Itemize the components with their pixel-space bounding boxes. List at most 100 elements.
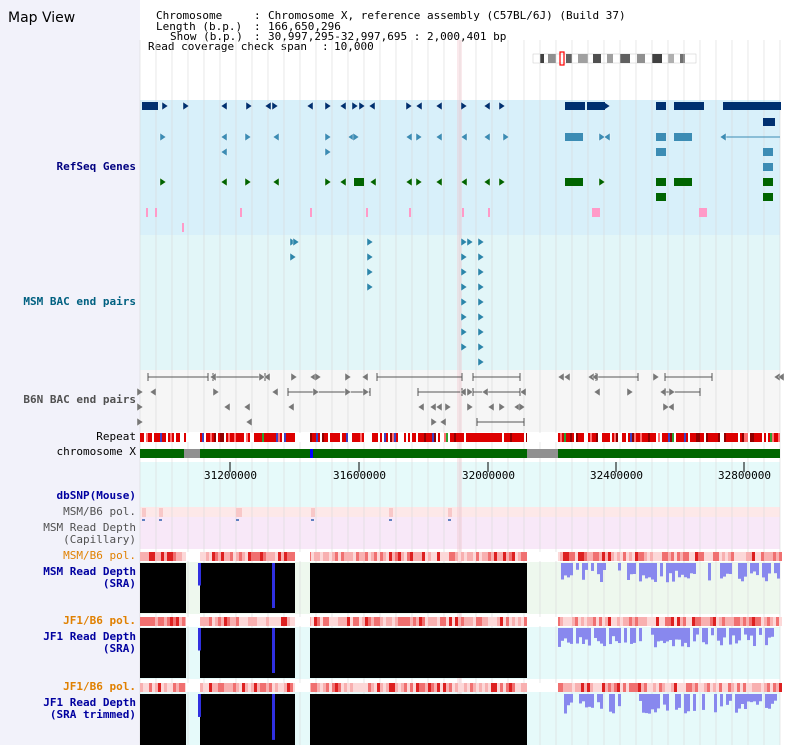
depth-bar bbox=[672, 628, 675, 647]
jf1-pol-strip[interactable] bbox=[140, 617, 782, 626]
msm-pol-capillary-marks[interactable] bbox=[142, 508, 452, 521]
pol-cell bbox=[509, 552, 512, 561]
pol-cell bbox=[707, 617, 710, 626]
repeat-track[interactable] bbox=[140, 433, 780, 442]
repeat-segment bbox=[586, 433, 588, 442]
msm-pol-strip[interactable] bbox=[140, 552, 782, 561]
pol-cell bbox=[362, 617, 365, 626]
gene-arrow bbox=[415, 101, 423, 111]
track-label-msm-pol-1[interactable]: MSM/B6 pol. bbox=[63, 505, 136, 518]
pol-cell bbox=[380, 552, 383, 561]
pol-cell bbox=[710, 683, 713, 692]
pol-cell bbox=[317, 617, 320, 626]
track-label-repeat[interactable]: Repeat bbox=[96, 430, 136, 443]
track-label-msm-pol-2[interactable]: MSM/B6 pol. bbox=[63, 549, 136, 562]
depth-bar bbox=[648, 563, 651, 578]
track-label-jf1-pol-2[interactable]: JF1/B6 pol. bbox=[63, 680, 136, 693]
pol-cell bbox=[452, 552, 455, 561]
repeat-segment bbox=[722, 433, 724, 442]
pol-cell bbox=[386, 617, 389, 626]
pol-cell bbox=[473, 552, 476, 561]
depth-block bbox=[140, 563, 186, 613]
repeat-segment bbox=[718, 433, 720, 442]
repeat-segment bbox=[684, 433, 686, 442]
pol-cell bbox=[584, 552, 587, 561]
pol-cell bbox=[461, 683, 464, 692]
track-label-b6n-bac[interactable]: B6N BAC end pairs bbox=[23, 393, 136, 406]
pol-cell bbox=[506, 617, 509, 626]
repeat-segment bbox=[752, 433, 754, 442]
pol-cell bbox=[371, 683, 374, 692]
pol-cell bbox=[596, 683, 599, 692]
pol-cell bbox=[644, 683, 647, 692]
pol-cell bbox=[392, 683, 395, 692]
gene-block bbox=[656, 102, 666, 110]
bac-end-arrow bbox=[149, 387, 157, 397]
msm-bac-track[interactable] bbox=[289, 237, 485, 367]
track-label-msm-depth-sra[interactable]: MSM Read Depth (SRA) bbox=[43, 565, 136, 590]
repeat-segment bbox=[406, 433, 408, 442]
pol-cell bbox=[740, 617, 743, 626]
repeat-segment bbox=[364, 433, 366, 442]
track-label-chromosome[interactable]: chromosome X bbox=[56, 445, 136, 458]
pol-cell bbox=[206, 552, 209, 561]
track-label-jf1-depth-sra[interactable]: JF1 Read Depth (SRA) bbox=[43, 630, 136, 655]
msm-depth-sra-plot[interactable] bbox=[140, 563, 780, 613]
pol-cell bbox=[677, 617, 680, 626]
pol-cell bbox=[683, 552, 686, 561]
depth-bar bbox=[654, 563, 657, 582]
jf1-depth-trimmed-plot[interactable] bbox=[140, 694, 777, 745]
jf1-depth-sra-plot[interactable] bbox=[140, 628, 774, 678]
pol-cell bbox=[491, 617, 494, 626]
pol-cell bbox=[413, 617, 416, 626]
jf1-pol-strip-trimmed[interactable] bbox=[140, 683, 782, 692]
track-label-dbsnp[interactable]: dbSNP(Mouse) bbox=[56, 489, 136, 502]
bac-end-arrow bbox=[430, 417, 438, 427]
chromosome-bar[interactable] bbox=[140, 449, 780, 458]
pol-cell bbox=[455, 683, 458, 692]
repeat-segment bbox=[282, 433, 284, 442]
pol-cell bbox=[602, 683, 605, 692]
b6n-bac-track[interactable] bbox=[136, 372, 785, 427]
gene-arrow bbox=[598, 132, 606, 142]
depth-bar bbox=[558, 628, 561, 647]
pol-cell bbox=[671, 617, 674, 626]
chromosome-ideogram[interactable] bbox=[532, 51, 697, 66]
track-label-jf1-pol-1[interactable]: JF1/B6 pol. bbox=[63, 614, 136, 627]
pol-cell bbox=[632, 552, 635, 561]
depth-bar bbox=[618, 628, 621, 644]
pol-cell bbox=[752, 552, 755, 561]
pol-cell bbox=[773, 617, 776, 626]
depth-bar bbox=[756, 694, 759, 705]
pol-cell bbox=[575, 617, 578, 626]
pol-cell bbox=[761, 552, 764, 561]
pol-cell bbox=[146, 683, 149, 692]
depth-bar bbox=[738, 628, 741, 641]
pol-cell bbox=[623, 552, 626, 561]
repeat-segment bbox=[222, 433, 224, 442]
depth-bar bbox=[678, 628, 681, 640]
gene-arrow bbox=[161, 101, 169, 111]
track-label-msm-depth-cap[interactable]: MSM Read Depth (Capillary) bbox=[43, 521, 136, 546]
track-label-refseq[interactable]: RefSeq Genes bbox=[56, 160, 136, 173]
depth-bar bbox=[768, 628, 771, 638]
refseq-genes-track[interactable] bbox=[142, 101, 781, 232]
pol-cell bbox=[392, 617, 395, 626]
pol-cell bbox=[233, 552, 236, 561]
pol-gap bbox=[295, 617, 310, 626]
depth-bar bbox=[564, 563, 567, 576]
pol-cell bbox=[617, 683, 620, 692]
track-label-jf1-depth-trim[interactable]: JF1 Read Depth (SRA trimmed) bbox=[43, 696, 136, 721]
pol-cell bbox=[515, 552, 518, 561]
track-label-msm-bac[interactable]: MSM BAC end pairs bbox=[23, 295, 136, 308]
pol-cell bbox=[251, 683, 254, 692]
depth-bar bbox=[651, 694, 654, 710]
pol-cell bbox=[467, 552, 470, 561]
axis-tick-label: 32400000 bbox=[590, 469, 643, 482]
pol-cell bbox=[659, 617, 662, 626]
depth-bar bbox=[588, 694, 591, 707]
repeat-segment bbox=[632, 433, 634, 442]
pol-cell bbox=[479, 552, 482, 561]
repeat-segment bbox=[262, 433, 264, 442]
